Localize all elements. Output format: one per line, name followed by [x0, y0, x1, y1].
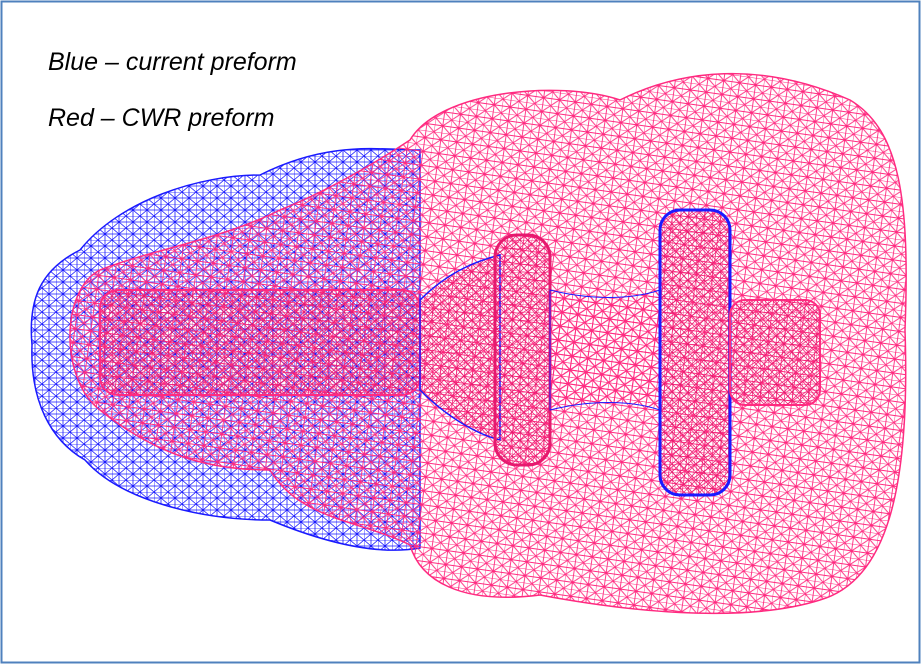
legend-item: Red – CWR preform — [48, 104, 274, 132]
legend-item: Blue – current preform — [48, 48, 297, 76]
figure: Blue – current preform Red – CWR preform — [0, 0, 921, 664]
